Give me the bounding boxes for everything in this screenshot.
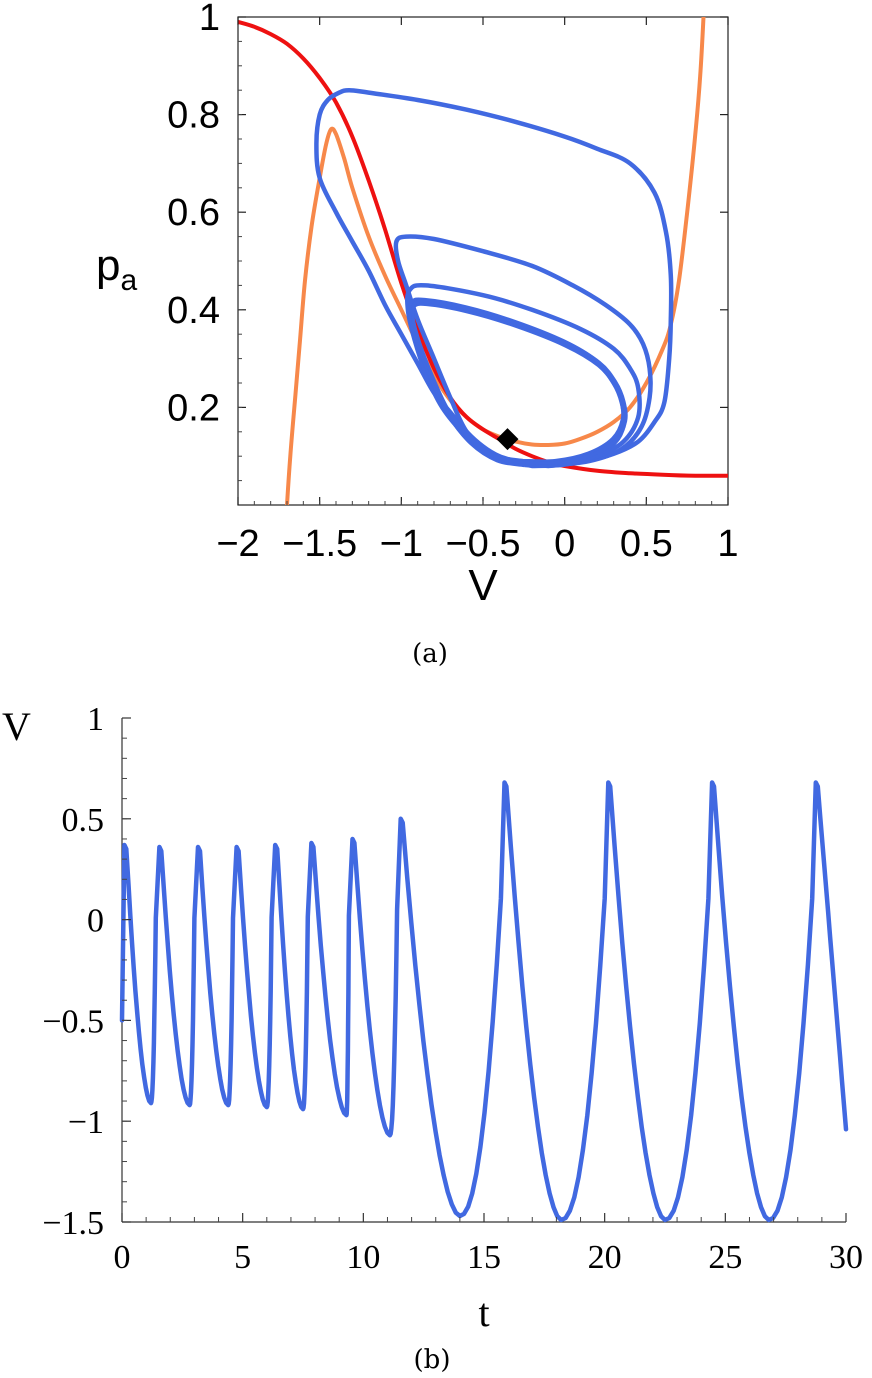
series-trajectory-2 — [314, 87, 674, 469]
y-tick-label-b-3: 0 — [87, 903, 104, 940]
x-axis-label-b: t — [478, 1290, 489, 1335]
caption-a: (a) — [412, 639, 448, 669]
x-tick-label-a-3: −0.5 — [445, 523, 520, 565]
y-tick-label-b-1: −1 — [68, 1104, 104, 1141]
limit-cycle-lap-2 — [410, 299, 628, 465]
series-red-curve-0 — [238, 19, 728, 478]
y-tick-label-b-2: −0.5 — [42, 1003, 104, 1040]
ticks-group-b: 0 5 10 15 20 25 30 −1.5 −1 −0.5 0 0.5 1 — [42, 701, 863, 1276]
phase-plane-chart: −2 −1.5 −1 −0.5 0 0.5 1 0.2 0.4 0.6 0.8 1 V pa (a) — [96, 0, 739, 669]
curves-group-a — [238, 17, 728, 505]
series-trajectory-3 — [393, 234, 653, 468]
x-tick-label-b-1: 5 — [234, 1239, 251, 1276]
equilibrium-marker — [496, 428, 519, 451]
y-axis-label-a: pa — [96, 241, 137, 297]
y-tick-label-b-4: 0.5 — [62, 802, 105, 839]
x-tick-label-a-1: −1.5 — [282, 523, 357, 565]
curves-group-b — [119, 780, 849, 1223]
x-tick-label-b-3: 15 — [467, 1239, 501, 1276]
ticks-group-a: −2 −1.5 −1 −0.5 0 0.5 1 0.2 0.4 0.6 0.8 1 — [167, 0, 738, 565]
y-tick-label-a-4: 1 — [199, 0, 220, 39]
x-tick-label-a-6: 1 — [717, 523, 738, 565]
x-tick-label-a-5: 0.5 — [620, 523, 673, 565]
y-tick-label-b-0: −1.5 — [42, 1205, 104, 1242]
y-tick-label-a-3: 0.8 — [167, 95, 220, 137]
x-tick-label-b-4: 20 — [588, 1239, 622, 1276]
x-tick-label-b-6: 30 — [829, 1239, 863, 1276]
y-axis-label-b: V — [2, 704, 31, 749]
x-axis-label-a: V — [468, 561, 498, 610]
voltage-trace — [119, 780, 849, 1223]
y-tick-label-a-2: 0.6 — [167, 192, 220, 234]
y-tick-label-a-0: 0.2 — [167, 387, 220, 429]
x-tick-label-b-5: 25 — [708, 1239, 742, 1276]
time-series-chart: 0 5 10 15 20 25 30 −1.5 −1 −0.5 0 0.5 1 t V (b) — [2, 701, 863, 1375]
x-tick-label-a-2: −1 — [380, 523, 423, 565]
x-tick-label-b-2: 10 — [346, 1239, 380, 1276]
caption-b: (b) — [414, 1345, 451, 1375]
y-tick-label-a-1: 0.4 — [167, 290, 220, 332]
x-tick-label-a-4: 0 — [554, 523, 575, 565]
x-tick-label-b-0: 0 — [114, 1239, 131, 1276]
plot-frame-a — [237, 16, 729, 506]
y-tick-label-b-5: 1 — [87, 701, 104, 738]
x-tick-label-a-0: −2 — [216, 523, 259, 565]
